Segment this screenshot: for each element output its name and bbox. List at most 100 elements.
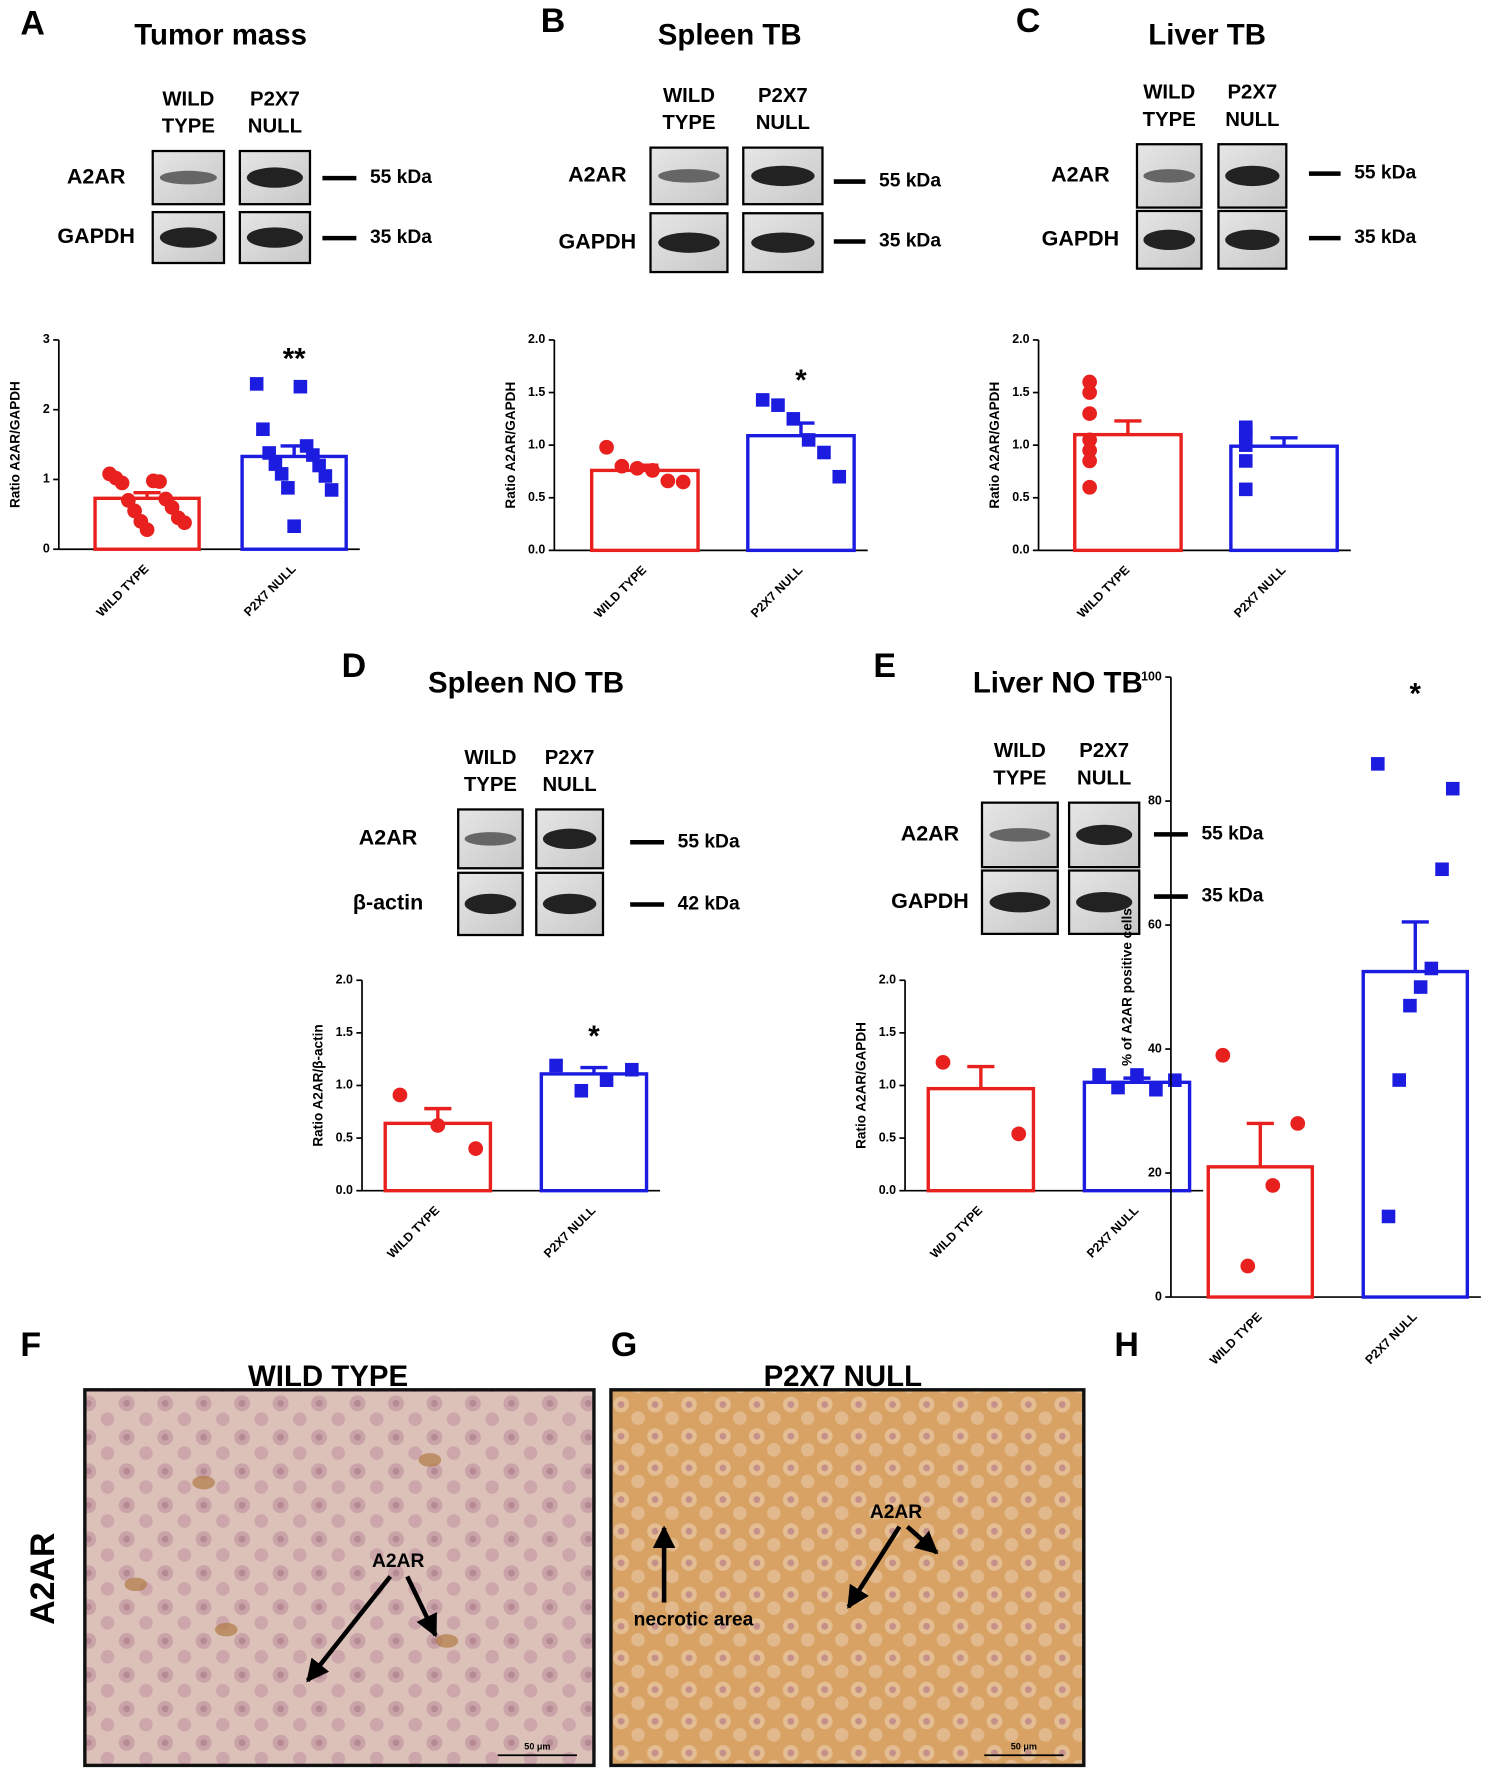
- marker-label: 35 kDa: [1354, 227, 1416, 248]
- x-tick-label: WILD TYPE: [1075, 563, 1133, 621]
- stain: [124, 1577, 148, 1592]
- data-point: [312, 458, 326, 473]
- y-axis-label: Ratio A2AR/GAPDH: [503, 382, 518, 509]
- lane-label: WILD: [663, 85, 715, 107]
- lane-label: TYPE: [662, 112, 715, 134]
- panel-title: Liver TB: [1148, 19, 1266, 52]
- blot-band: [1143, 229, 1196, 251]
- data-point: [1371, 757, 1385, 771]
- marker-label: 35 kDa: [1201, 886, 1263, 907]
- y-tick-label: 1: [43, 472, 50, 486]
- blot-band: [658, 169, 720, 183]
- data-point: [629, 460, 645, 476]
- stain: [418, 1453, 442, 1467]
- y-tick-label: 1.0: [879, 1078, 896, 1092]
- row-label: A2AR: [67, 164, 126, 188]
- x-tick-label: P2X7 NULL: [1231, 563, 1289, 621]
- data-point: [1413, 980, 1428, 994]
- data-point: [614, 458, 630, 474]
- micrograph: [609, 1388, 1086, 1768]
- data-point: [1238, 454, 1253, 468]
- panel-letter: G: [611, 1326, 637, 1364]
- y-tick-label: 0.5: [336, 1130, 353, 1144]
- scale-label: 50 μm: [1011, 1742, 1037, 1752]
- bar: [1361, 969, 1470, 1299]
- data-point: [1111, 1080, 1125, 1095]
- y-tick-label: 0.0: [1012, 543, 1029, 557]
- y-tick-label: 40: [1148, 1041, 1162, 1055]
- stain: [192, 1475, 215, 1490]
- panel-letter: A: [20, 4, 45, 42]
- marker-label: 55 kDa: [370, 167, 432, 188]
- lane-label: NULL: [1225, 109, 1279, 131]
- data-point: [1082, 453, 1097, 469]
- blot-band: [751, 165, 815, 187]
- y-tick-label: 60: [1148, 917, 1162, 931]
- data-point: [1082, 432, 1097, 448]
- marker-label: 55 kDa: [678, 831, 740, 852]
- data-point: [281, 481, 295, 495]
- data-point: [152, 474, 167, 489]
- bar: [1082, 1080, 1192, 1193]
- data-point: [1238, 438, 1253, 452]
- blot-band: [464, 832, 517, 846]
- panel-letter: C: [1016, 2, 1041, 40]
- data-point: [1238, 482, 1253, 497]
- blot-band: [542, 893, 597, 915]
- lane-label: WILD: [994, 740, 1046, 762]
- data-point: [599, 1073, 614, 1088]
- row-label: GAPDH: [1042, 226, 1120, 250]
- y-axis-label: Ratio A2AR/GAPDH: [7, 381, 22, 508]
- error-bar: [580, 1065, 608, 1074]
- panel-title: WILD TYPE: [248, 1360, 408, 1393]
- y-tick-label: 0: [1155, 1289, 1162, 1303]
- row-label: GAPDH: [57, 224, 135, 248]
- data-point: [274, 467, 289, 481]
- data-point: [287, 519, 301, 534]
- error-bar: [133, 491, 161, 499]
- data-point: [293, 379, 308, 394]
- data-point: [625, 1062, 639, 1077]
- blot-band: [159, 170, 217, 185]
- y-tick-label: 2.0: [879, 973, 896, 987]
- data-point: [1392, 1073, 1407, 1087]
- panel-title: P2X7 NULL: [764, 1360, 923, 1393]
- scale-label: 50 μm: [524, 1742, 550, 1752]
- arrow: [405, 1575, 438, 1638]
- data-point: [660, 473, 676, 489]
- x-tick-label: P2X7 NULL: [1362, 1309, 1420, 1367]
- data-point: [1149, 1082, 1163, 1097]
- blot-band: [246, 167, 303, 188]
- data-point: [256, 422, 270, 437]
- stain: [435, 1634, 459, 1648]
- x-tick-label: WILD TYPE: [94, 562, 152, 620]
- marker-label: 42 kDa: [678, 894, 740, 915]
- data-point: [1290, 1116, 1306, 1131]
- row-label: GAPDH: [891, 889, 969, 913]
- lane-label: WILD: [464, 747, 516, 769]
- data-point: [1240, 1258, 1256, 1274]
- row-label: A2AR: [24, 1533, 62, 1625]
- blot-band: [159, 227, 217, 248]
- blot-band: [1225, 229, 1280, 251]
- y-tick-label: 1.5: [336, 1025, 353, 1039]
- blot-band: [658, 232, 720, 253]
- bar: [746, 433, 856, 553]
- blot-band: [1076, 892, 1133, 913]
- panel-title: Spleen TB: [658, 19, 802, 52]
- data-point: [755, 393, 770, 407]
- blot-band: [1143, 169, 1196, 183]
- data-point: [1424, 961, 1439, 976]
- error-bar: [1401, 920, 1429, 972]
- data-point: [1130, 1068, 1144, 1082]
- blot-band: [1076, 824, 1133, 846]
- marker-label: 55 kDa: [1354, 163, 1416, 184]
- y-tick-label: 0.0: [336, 1183, 353, 1197]
- data-point: [645, 463, 660, 478]
- x-tick-label: P2X7 NULL: [748, 563, 806, 621]
- x-tick-label: WILD TYPE: [928, 1203, 986, 1261]
- marker-label: 55 kDa: [879, 171, 941, 192]
- significance: **: [283, 343, 306, 376]
- data-point: [549, 1058, 563, 1073]
- x-tick-label: WILD TYPE: [592, 563, 650, 621]
